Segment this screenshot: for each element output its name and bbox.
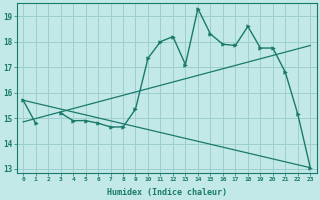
X-axis label: Humidex (Indice chaleur): Humidex (Indice chaleur) bbox=[107, 188, 227, 197]
